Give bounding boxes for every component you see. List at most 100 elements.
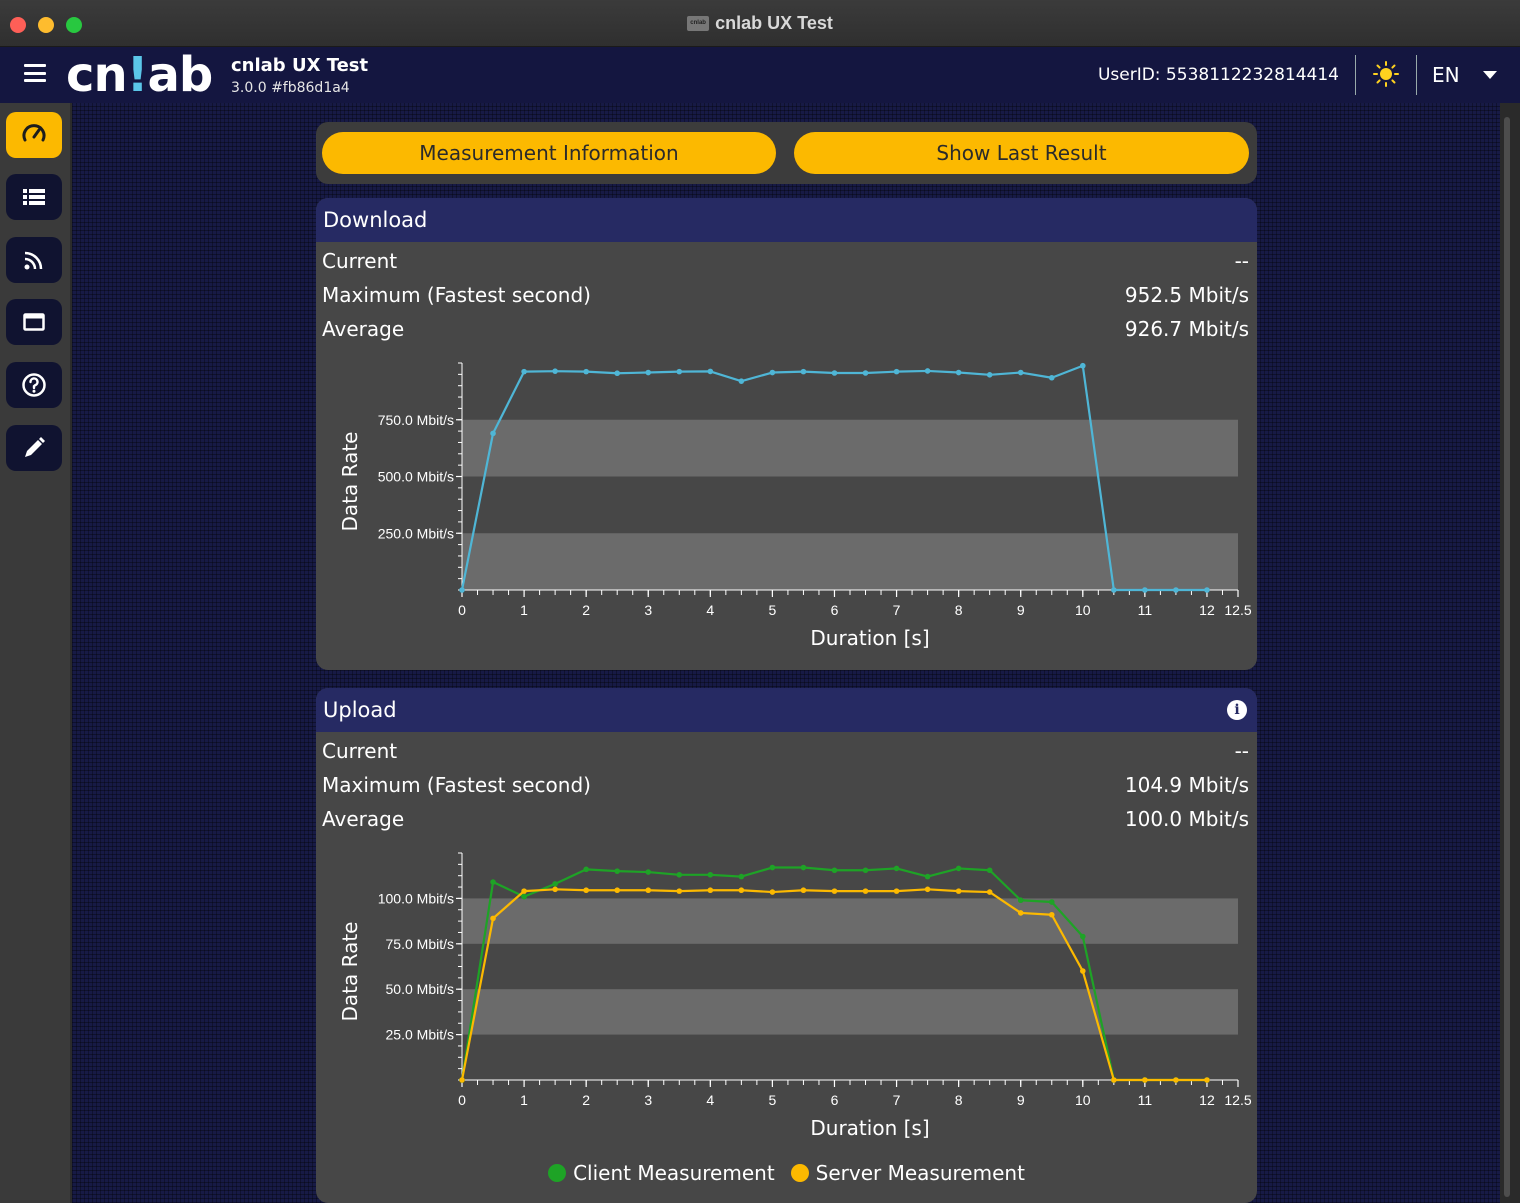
scrollbar[interactable] — [1500, 103, 1520, 1203]
download-y-axis-label: Data Rate — [338, 432, 362, 532]
download-avg-value: 926.7 Mbit/s — [1124, 317, 1249, 341]
legend-client-label: Client Measurement — [573, 1161, 775, 1185]
upload-panel-title: Upload — [316, 688, 1257, 732]
window-minimize-button[interactable] — [38, 17, 54, 33]
sidebar-item-help[interactable] — [6, 362, 62, 408]
language-select[interactable]: EN — [1432, 63, 1460, 87]
upload-grid-band — [462, 898, 1238, 944]
upload-chart-legend: Client Measurement Server Measurement — [316, 1158, 1257, 1188]
sun-icon[interactable] — [1373, 61, 1399, 87]
list-icon — [23, 189, 45, 205]
upload-data-point — [490, 915, 496, 922]
pen-icon — [25, 437, 45, 457]
upload-data-point — [521, 893, 527, 900]
upload-data-point — [490, 879, 496, 885]
upload-data-point — [707, 887, 714, 894]
legend-client-dot — [548, 1164, 567, 1182]
app-icon-text: cnlab — [690, 20, 706, 26]
app-version: 3.0.0 #fb86d1a4 — [231, 80, 350, 96]
upload-x-tick-label: 12.5 — [1224, 1092, 1251, 1108]
window-maximize-button[interactable] — [66, 17, 82, 33]
upload-data-point — [831, 888, 838, 894]
app-header: cn!ab cnlab UX Test 3.0.0 #fb86d1a4 User… — [0, 47, 1520, 103]
upload-x-axis-label: Duration [s] — [810, 1116, 929, 1140]
chevron-down-icon[interactable] — [1483, 71, 1497, 79]
upload-y-tick-label: 75.0 Mbit/s — [386, 936, 454, 952]
upload-x-tick-label: 0 — [458, 1092, 466, 1108]
sidebar-item-speedtest[interactable] — [6, 112, 62, 158]
logo-right: ab — [147, 47, 214, 103]
upload-current-label: Current — [322, 739, 398, 763]
legend-server[interactable]: Server Measurement — [790, 1161, 1025, 1185]
download-max-label: Maximum (Fastest second) — [322, 283, 591, 307]
upload-data-point — [1080, 933, 1086, 940]
legend-client[interactable]: Client Measurement — [548, 1161, 775, 1185]
download-x-tick-label: 10 — [1075, 602, 1091, 618]
download-x-tick-label: 4 — [706, 602, 714, 618]
upload-data-point — [645, 887, 652, 894]
upload-avg-row: Average 100.0 Mbit/s — [322, 807, 1249, 835]
download-data-point — [893, 368, 900, 375]
upload-data-point — [955, 888, 962, 894]
upload-data-point — [1111, 1077, 1117, 1083]
download-data-point — [459, 587, 465, 593]
upload-data-point — [769, 889, 776, 895]
upload-data-point — [645, 869, 652, 875]
header-divider — [1416, 55, 1417, 95]
sidebar-item-feed[interactable] — [6, 237, 62, 283]
upload-data-point — [521, 888, 527, 894]
window-title-bar: cnlab cnlab UX Test — [0, 0, 1520, 47]
sidebar-item-edit[interactable] — [6, 425, 62, 471]
upload-data-point — [1173, 1077, 1179, 1083]
scrollbar-thumb[interactable] — [1504, 117, 1510, 1197]
menu-icon[interactable] — [24, 64, 46, 82]
download-x-tick-label: 9 — [1017, 602, 1025, 618]
download-data-point — [831, 370, 838, 376]
upload-data-point — [614, 868, 620, 874]
sidebar-item-results[interactable] — [6, 174, 62, 220]
window-close-button[interactable] — [10, 17, 26, 33]
download-data-point — [583, 368, 589, 375]
upload-data-point — [552, 886, 558, 893]
show-last-result-button[interactable]: Show Last Result — [794, 132, 1249, 174]
download-data-point — [986, 372, 993, 378]
download-data-point — [645, 369, 652, 376]
upload-data-point — [1017, 910, 1024, 916]
info-icon[interactable]: i — [1227, 700, 1247, 720]
download-data-point — [769, 369, 776, 376]
download-current-label: Current — [322, 249, 398, 273]
upload-data-point — [769, 864, 776, 871]
upload-data-point — [614, 887, 620, 894]
upload-x-tick-label: 5 — [769, 1092, 777, 1108]
sidebar-item-window[interactable] — [6, 299, 62, 345]
download-x-tick-label: 6 — [831, 602, 839, 618]
window-title-wrap: cnlab cnlab UX Test — [687, 13, 833, 34]
legend-server-label: Server Measurement — [815, 1161, 1025, 1185]
measurement-information-button[interactable]: Measurement Information — [322, 132, 776, 174]
upload-data-point — [800, 887, 807, 894]
download-x-axis-label: Duration [s] — [810, 626, 929, 650]
upload-y-tick-label: 100.0 Mbit/s — [378, 890, 454, 906]
upload-current-value: -- — [1234, 739, 1249, 763]
window-icon — [23, 313, 45, 331]
download-data-point — [738, 378, 745, 384]
upload-data-point — [986, 889, 993, 895]
upload-x-tick-label: 6 — [831, 1092, 839, 1108]
upload-grid-band — [462, 989, 1238, 1035]
upload-x-tick-label: 12 — [1199, 1092, 1215, 1108]
download-current-value: -- — [1234, 249, 1249, 273]
upload-data-point — [1017, 897, 1024, 904]
upload-data-point — [738, 873, 745, 880]
upload-data-point — [1204, 1077, 1210, 1083]
download-data-point — [552, 368, 558, 374]
upload-x-tick-label: 8 — [955, 1092, 963, 1108]
window-title: cnlab UX Test — [715, 12, 833, 33]
upload-data-point — [583, 887, 589, 894]
sidebar — [0, 103, 70, 1203]
upload-data-point — [924, 873, 931, 880]
download-data-point — [490, 430, 496, 437]
download-data-point — [614, 370, 620, 377]
upload-max-label: Maximum (Fastest second) — [322, 773, 591, 797]
logo: cn!ab — [66, 47, 214, 103]
